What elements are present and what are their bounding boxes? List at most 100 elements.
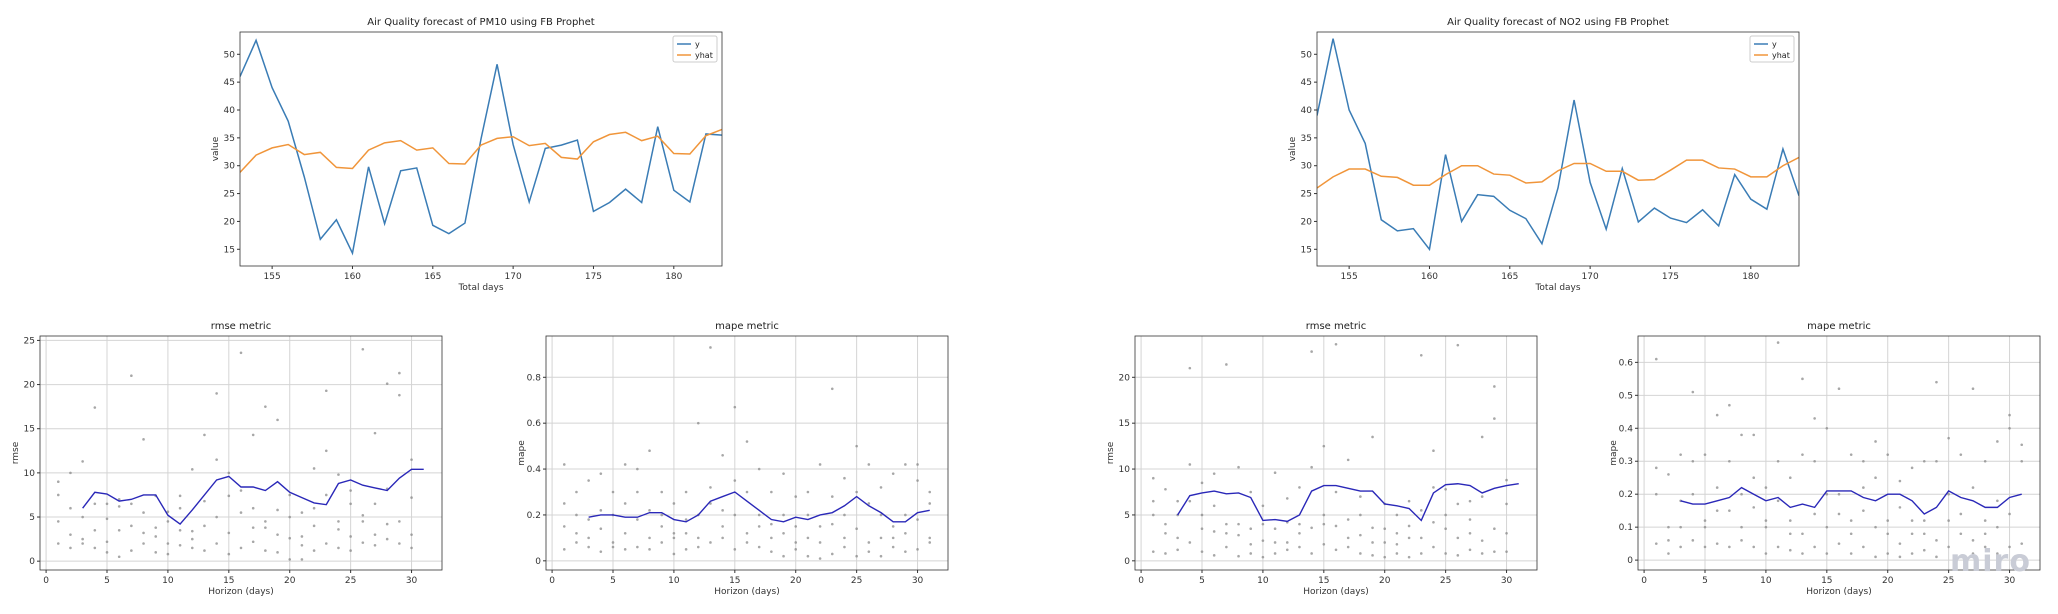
scatter-point — [843, 476, 846, 480]
y-tick-label: 0.4 — [1619, 424, 1634, 434]
scatter-point — [81, 515, 84, 519]
scatter-point — [1922, 519, 1926, 522]
scatter-point — [1862, 486, 1865, 489]
scatter-point — [1703, 519, 1707, 522]
scatter-point — [93, 406, 97, 409]
scatter-point — [684, 548, 688, 551]
scatter-point — [1164, 552, 1167, 555]
y-tick-label: 0.2 — [527, 511, 541, 521]
scatter-point — [1922, 532, 1926, 536]
x-tick-label: 0 — [1641, 576, 1647, 586]
scatter-point — [648, 509, 651, 512]
scatter-point — [1261, 555, 1265, 559]
scatter-point — [1346, 458, 1350, 462]
scatter-point — [373, 431, 377, 435]
scatter-point — [2020, 459, 2024, 463]
scatter-point — [2008, 413, 2011, 417]
scatter-point — [1444, 552, 1447, 555]
scatter-point — [721, 509, 724, 512]
scatter-point — [1886, 453, 1890, 456]
scatter-point — [904, 531, 907, 535]
scatter-point — [1667, 473, 1670, 476]
y-axis-label: mape — [517, 440, 527, 466]
scatter-point — [398, 371, 401, 375]
x-tick-label: 5 — [1199, 576, 1205, 586]
scatter-point — [611, 545, 615, 549]
scatter-point — [56, 542, 60, 545]
scatter-point — [227, 494, 231, 498]
chart-title: Air Quality forecast of PM10 using FB Pr… — [367, 17, 595, 28]
plot-frame — [239, 31, 723, 267]
scatter-point — [154, 526, 158, 529]
mean-line — [588, 491, 930, 523]
y-tick-label: 0.4 — [527, 465, 542, 475]
scatter-point — [215, 515, 218, 519]
scatter-point — [2020, 555, 2024, 559]
scatter-point — [1667, 525, 1670, 529]
scatter-point — [904, 513, 907, 517]
scatter-point — [843, 536, 846, 540]
scatter-point — [818, 541, 822, 544]
scatter-point — [1249, 543, 1253, 546]
scatter-point — [623, 463, 627, 466]
scatter-point — [410, 546, 413, 550]
scatter-point — [1837, 492, 1841, 496]
scatter-point — [288, 558, 292, 561]
scatter-point — [239, 489, 243, 492]
scatter-point — [1395, 543, 1399, 546]
scatter-point — [1959, 453, 1963, 456]
scatter-point — [264, 520, 267, 523]
scatter-point — [349, 489, 352, 492]
plot-frame — [1134, 335, 1538, 571]
scatter-point — [1249, 552, 1253, 555]
scatter-point — [575, 490, 578, 494]
scatter-point — [1971, 387, 1975, 391]
scatter-point — [1728, 509, 1731, 512]
scatter-point — [794, 541, 798, 544]
scatter-point — [312, 467, 316, 470]
x-tick-label: 10 — [668, 576, 680, 586]
scatter-point — [385, 537, 389, 541]
y-tick-label: 40 — [1301, 106, 1313, 116]
x-tick-label: 25 — [1943, 576, 1954, 586]
scatter-point — [142, 438, 145, 441]
scatter-point — [1493, 550, 1496, 553]
scatter-point — [1298, 545, 1301, 549]
x-tick-label: 15 — [1821, 576, 1832, 586]
scatter-point — [1493, 527, 1496, 531]
scatter-point — [1273, 527, 1277, 531]
scatter-point — [1813, 459, 1816, 463]
y-tick-label: 20 — [24, 381, 36, 391]
y-tick-label: 45 — [224, 78, 235, 88]
scatter-point — [1225, 522, 1228, 526]
plot-area — [56, 347, 424, 561]
scatter-point — [855, 554, 858, 558]
scatter-point — [1776, 459, 1780, 463]
y-tick-label: 35 — [224, 134, 235, 144]
scatter-point — [1801, 377, 1804, 381]
scatter-point — [879, 536, 883, 540]
scatter-point — [891, 536, 895, 540]
scatter-point — [1468, 548, 1472, 552]
y-tick-label: 0 — [1627, 556, 1633, 566]
scatter-point — [818, 525, 822, 528]
scatter-point — [2008, 426, 2011, 430]
scatter-point — [843, 545, 846, 549]
scatter-point — [1776, 499, 1780, 503]
scatter-point — [349, 549, 352, 552]
scatter-point — [770, 550, 773, 553]
scatter-point — [93, 502, 97, 506]
scatter-point — [1212, 504, 1216, 508]
scatter-point — [562, 548, 566, 551]
scatter-point — [1764, 552, 1768, 555]
scatter-point — [1679, 545, 1682, 549]
scatter-point — [1237, 465, 1240, 469]
scatter-point — [745, 541, 749, 544]
scatter-point — [660, 525, 664, 528]
scatter-point — [1740, 492, 1743, 496]
scatter-point — [1837, 512, 1841, 516]
y-tick-label: 20 — [1119, 373, 1131, 383]
y-axis-label: mape — [1609, 440, 1619, 466]
scatter-point — [562, 502, 566, 505]
scatter-point — [1432, 486, 1435, 489]
